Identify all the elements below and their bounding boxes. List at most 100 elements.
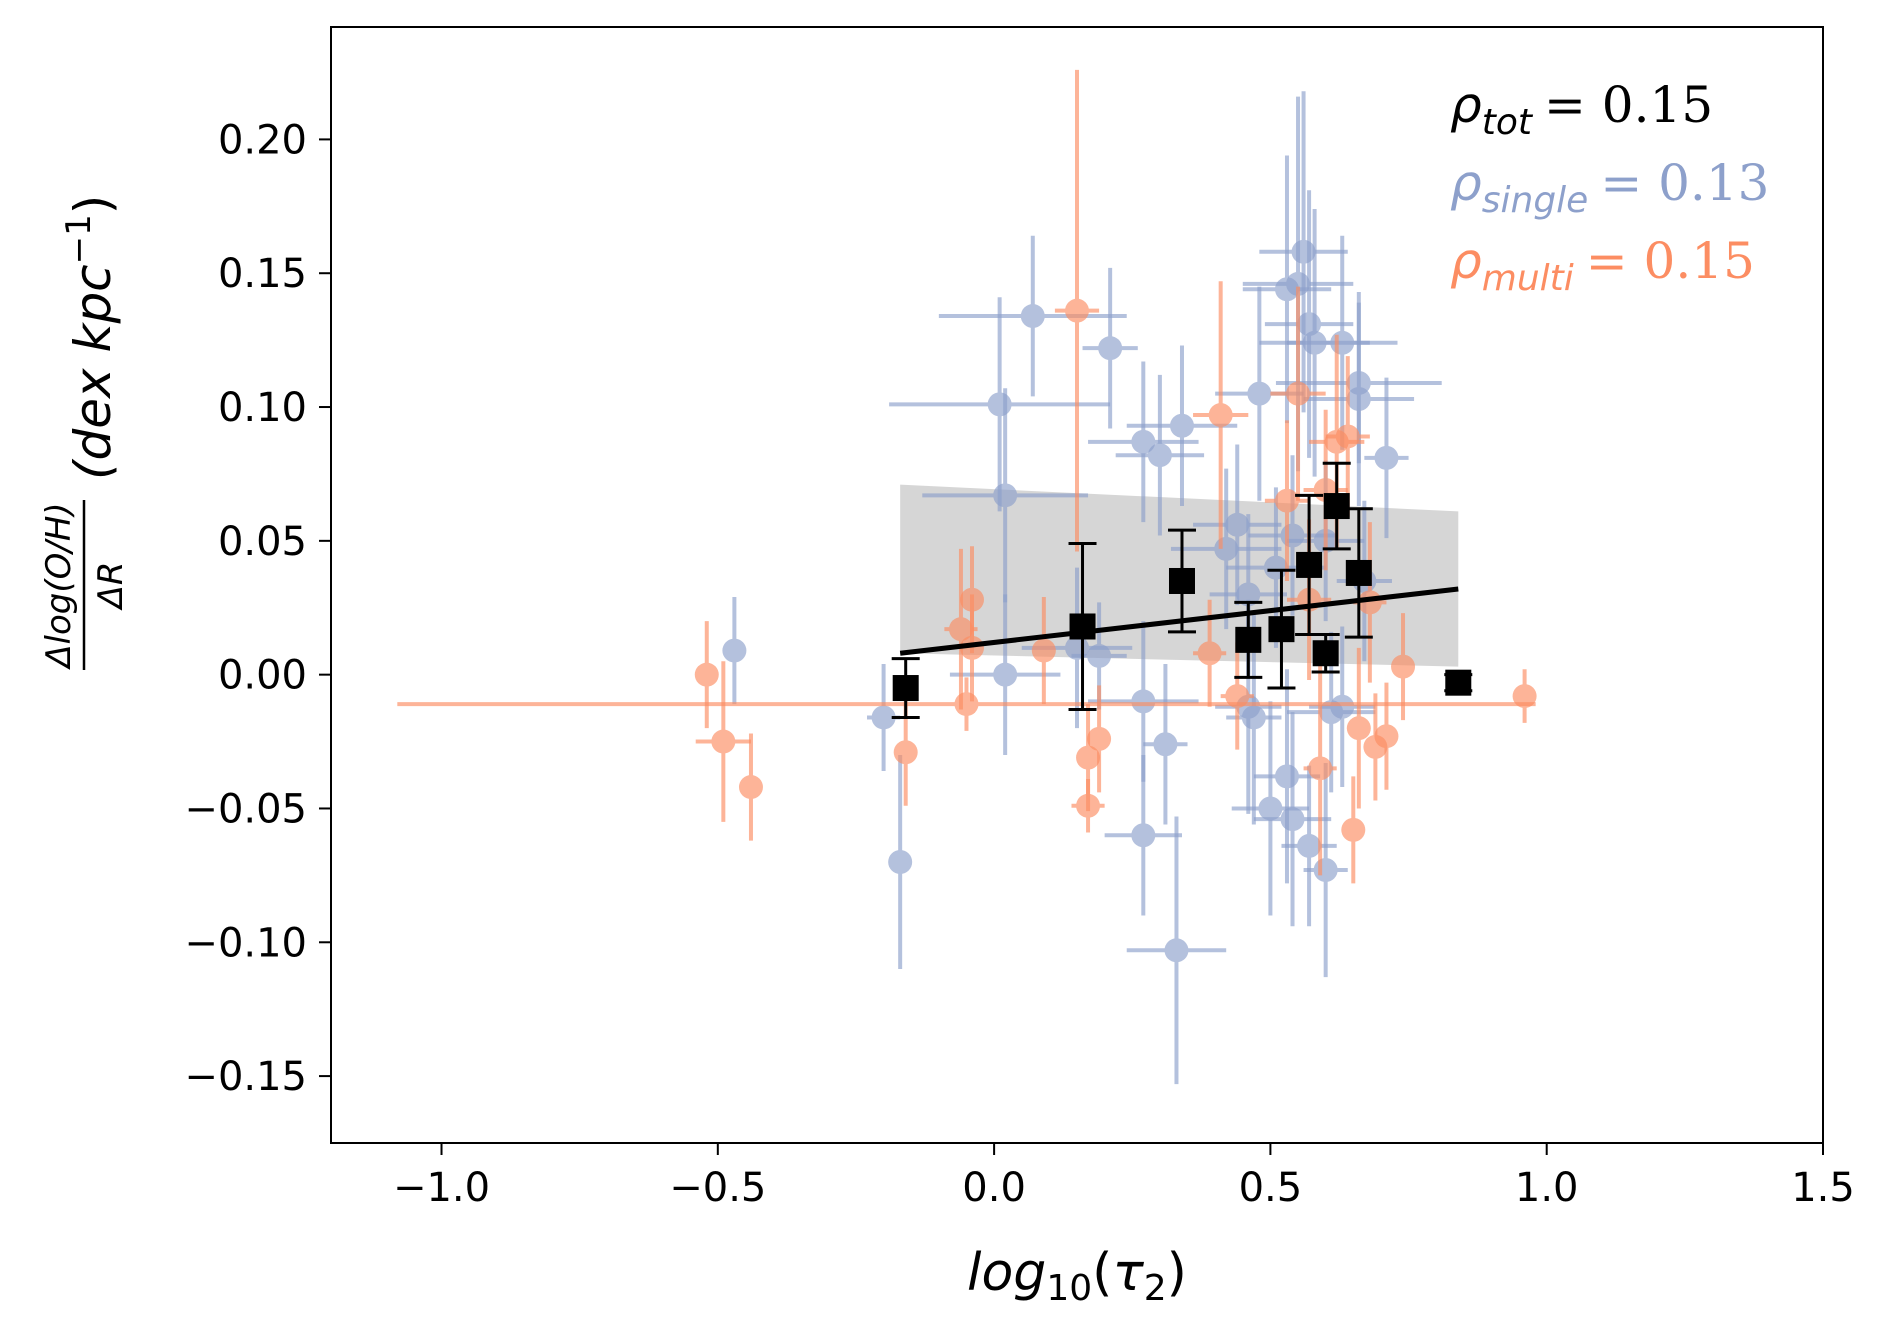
y-axis-title-unit: (dex kpc−1) bbox=[59, 195, 122, 480]
binned-point-2 bbox=[1167, 528, 1196, 634]
stat-rho-single-symbol: ρ bbox=[1450, 154, 1482, 212]
binned-marker-7 bbox=[1323, 493, 1350, 520]
point-multi-24 bbox=[1374, 682, 1399, 790]
binned-point-6 bbox=[1311, 633, 1340, 674]
marker-multi-17 bbox=[1076, 793, 1101, 818]
stat-rho-multi: ρmulti = 0.15 bbox=[1450, 232, 1755, 299]
marker-single-14 bbox=[1346, 387, 1371, 411]
marker-single-17 bbox=[722, 638, 747, 663]
y-axis-title-unit-main: (dex kpc bbox=[64, 264, 122, 480]
binned-marker-6 bbox=[1312, 640, 1339, 667]
marker-single-1 bbox=[1098, 336, 1123, 361]
marker-multi-7 bbox=[694, 662, 719, 687]
binned-point-8 bbox=[1344, 507, 1373, 639]
fit-line bbox=[899, 586, 1459, 656]
y-tick-label-2: −0.05 bbox=[184, 786, 307, 832]
point-multi-16 bbox=[1087, 685, 1112, 793]
point-single-19 bbox=[888, 754, 913, 970]
y-axis-title-denominator: ΔR bbox=[91, 562, 131, 612]
marker-multi-2 bbox=[1286, 381, 1311, 406]
point-multi-12 bbox=[944, 548, 978, 710]
stat-rho-multi-symbol: ρ bbox=[1450, 232, 1482, 290]
marker-multi-26 bbox=[1391, 654, 1416, 679]
point-multi-14 bbox=[1031, 597, 1056, 705]
binned-point-0 bbox=[891, 657, 920, 719]
stat-rho-tot: ρtot = 0.15 bbox=[1450, 76, 1713, 143]
marker-single-36 bbox=[1313, 858, 1338, 883]
point-single-16 bbox=[1364, 377, 1409, 539]
point-multi-9 bbox=[738, 733, 763, 841]
stat-rho-multi-value: = 0.15 bbox=[1586, 232, 1755, 290]
marker-single-3 bbox=[993, 483, 1018, 508]
x-tick-label-4: 1.0 bbox=[1515, 1165, 1579, 1211]
x-axis-title-sub: 10 bbox=[1046, 1268, 1092, 1309]
marker-single-24 bbox=[1153, 732, 1178, 757]
series-multi bbox=[397, 69, 1537, 884]
binned-point-9 bbox=[1444, 669, 1473, 696]
marker-single-22 bbox=[1087, 643, 1112, 668]
fit-line-layer bbox=[899, 586, 1459, 656]
marker-multi-29 bbox=[954, 692, 979, 717]
marker-single-35 bbox=[1297, 833, 1322, 858]
x-tick-label-1: −0.5 bbox=[669, 1165, 766, 1211]
marker-single-12 bbox=[1330, 330, 1355, 355]
point-multi-29 bbox=[397, 677, 1536, 731]
marker-multi-22 bbox=[1346, 716, 1371, 741]
binned-marker-9 bbox=[1445, 669, 1472, 696]
marker-single-33 bbox=[1274, 764, 1299, 789]
x-axis-title-tau: τ bbox=[1112, 1243, 1144, 1303]
point-single-14 bbox=[1303, 291, 1415, 507]
x-axis-title: log10(τ2) bbox=[967, 1243, 1187, 1309]
x-tick-label-3: 0.5 bbox=[1239, 1165, 1303, 1211]
marker-single-38 bbox=[1330, 694, 1355, 719]
marker-single-39 bbox=[1280, 523, 1305, 548]
point-single-5 bbox=[1115, 374, 1205, 536]
point-single-28 bbox=[1193, 444, 1282, 606]
x-axis-title-close: ) bbox=[1167, 1243, 1187, 1303]
point-multi-2 bbox=[1270, 286, 1326, 501]
point-multi-17 bbox=[1071, 779, 1105, 833]
x-tick-label-2: 0.0 bbox=[962, 1165, 1026, 1211]
y-axis-title: Δlog(O/H) ΔR (dex kpc−1) bbox=[39, 195, 131, 671]
marker-multi-16 bbox=[1087, 726, 1112, 751]
y-tick-label-6: 0.15 bbox=[218, 251, 307, 297]
marker-multi-27 bbox=[1512, 684, 1537, 709]
binned-marker-0 bbox=[892, 675, 919, 702]
marker-multi-12 bbox=[948, 617, 973, 642]
stat-rho-single: ρsingle = 0.13 bbox=[1450, 154, 1769, 221]
point-single-25 bbox=[1104, 754, 1182, 916]
stats-legend: ρtot = 0.15 ρsingle = 0.13 ρmulti = 0.15 bbox=[1450, 76, 1769, 299]
point-multi-7 bbox=[694, 621, 719, 729]
point-multi-5 bbox=[1264, 420, 1310, 581]
marker-multi-10 bbox=[893, 740, 918, 765]
stat-rho-multi-sub: multi bbox=[1482, 258, 1574, 299]
binned-marker-1 bbox=[1069, 613, 1096, 640]
marker-multi-15 bbox=[1076, 745, 1101, 770]
marker-multi-9 bbox=[738, 775, 763, 800]
point-single-3 bbox=[922, 388, 1089, 603]
point-single-34 bbox=[1253, 712, 1332, 927]
marker-single-34 bbox=[1280, 807, 1305, 832]
point-single-26 bbox=[1126, 816, 1227, 1085]
marker-multi-1 bbox=[1208, 403, 1233, 428]
marker-multi-14 bbox=[1031, 638, 1056, 663]
marker-single-18 bbox=[871, 705, 896, 730]
marker-single-0 bbox=[1020, 304, 1045, 329]
y-axis-title-unit-close: ) bbox=[64, 195, 122, 215]
marker-single-28 bbox=[1225, 512, 1250, 537]
marker-single-25 bbox=[1131, 823, 1156, 848]
marker-single-15 bbox=[1247, 381, 1272, 406]
marker-single-4 bbox=[1131, 429, 1156, 454]
x-axis-title-tau-sub: 2 bbox=[1144, 1268, 1167, 1309]
y-axis: −0.15 −0.10 −0.05 0.00 0.05 0.10 0.15 0.20 bbox=[184, 117, 331, 1100]
point-multi-1 bbox=[1193, 281, 1249, 549]
marker-single-9 bbox=[1291, 239, 1316, 264]
binned-marker-4 bbox=[1268, 616, 1295, 643]
x-axis: −1.0 −0.5 0.0 0.5 1.0 1.5 bbox=[393, 1143, 1855, 1211]
stat-rho-tot-sub: tot bbox=[1482, 102, 1534, 143]
x-tick-label-0: −1.0 bbox=[393, 1165, 490, 1211]
marker-multi-5 bbox=[1274, 488, 1299, 513]
y-tick-label-1: −0.10 bbox=[184, 920, 307, 966]
binned-point-4 bbox=[1267, 568, 1296, 690]
